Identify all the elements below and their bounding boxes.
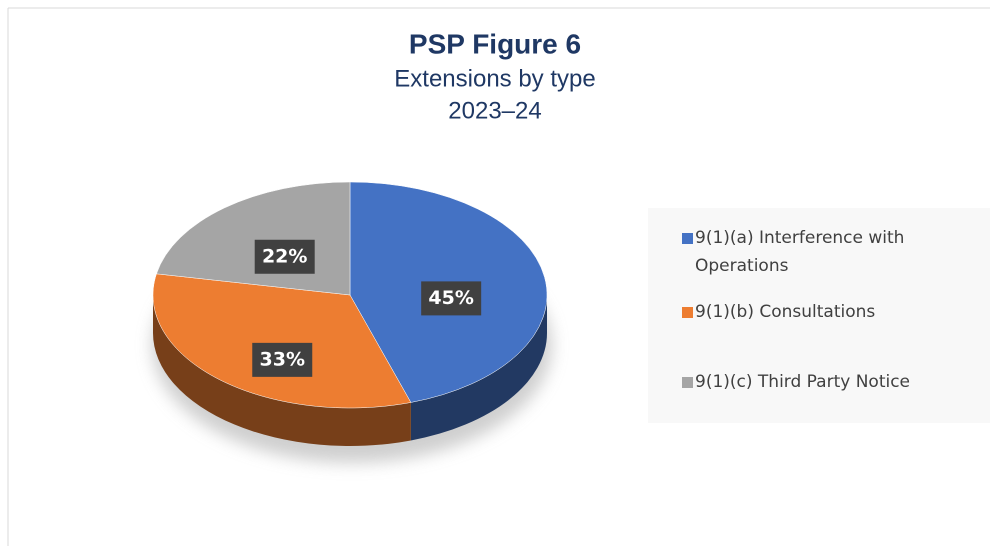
legend-label: 9(1)(c) Third Party Notice [695,372,911,392]
slice [152,273,412,409]
legend-label: 9(1)(a) Interference with Operations [695,228,905,276]
legend-entry: 9(1)(a) Interference with Operations [682,224,965,280]
slice-side [410,295,547,441]
data-label-box [421,281,482,316]
data-label-box [254,239,315,274]
data-label: 45% [428,287,473,309]
data-label-box [252,342,313,377]
legend-entry: 9(1)(c) Third Party Notice [682,368,965,396]
legend: 9(1)(a) Interference with Operations 9(1)… [648,208,990,423]
legend-swatch [682,377,693,388]
chart-subtitle: Extensions by type [394,65,595,92]
data-label: 22% [262,245,307,267]
legend-entry: 9(1)(b) Consultations [682,298,965,326]
legend-label: 9(1)(b) Consultations [695,302,876,322]
legend-swatch [682,307,693,318]
chart-subtitle: 2023–24 [448,97,541,124]
legend-swatch [682,233,693,244]
chart-title: PSP Figure 6 [409,28,581,59]
data-label: 33% [260,348,305,370]
